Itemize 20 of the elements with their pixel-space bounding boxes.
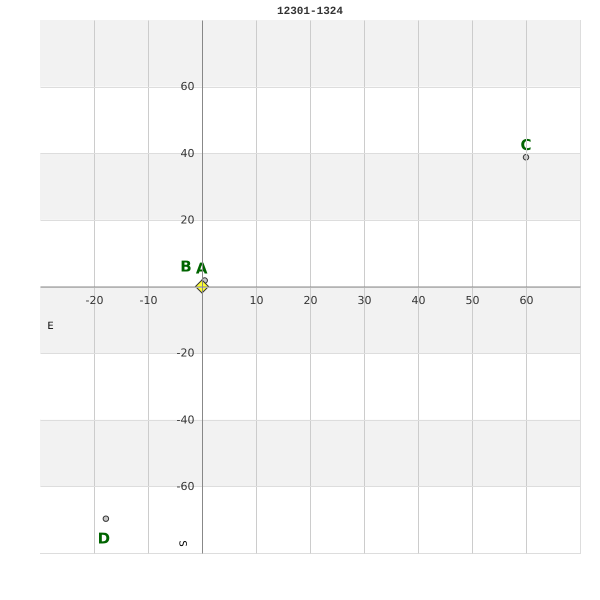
y-tick-label: -60 [176,480,194,493]
annotation: B [180,258,192,276]
x-axis-title: E [47,321,54,332]
x-tick-label: 50 [466,294,480,307]
y-tick-label: -20 [176,346,194,360]
x-tick-label: 60 [520,294,534,307]
point [102,515,110,522]
chart-title: 12301-1324 [276,6,344,18]
y-tick-label: 40 [180,146,194,160]
x-tick-label: 20 [304,294,318,307]
x-tick-label: 30 [358,294,372,307]
y-axis-title: S [176,540,188,547]
x-tick-label: 10 [250,294,264,307]
y-tick-label: -40 [176,413,194,426]
x-tick-label: -10 [140,294,158,307]
y-tick-label: 60 [180,80,194,94]
x-tick-label: 40 [412,294,426,307]
x-tick-label: -20 [86,294,104,307]
y-tick-label: 20 [180,213,194,226]
annotation: D [98,530,110,548]
